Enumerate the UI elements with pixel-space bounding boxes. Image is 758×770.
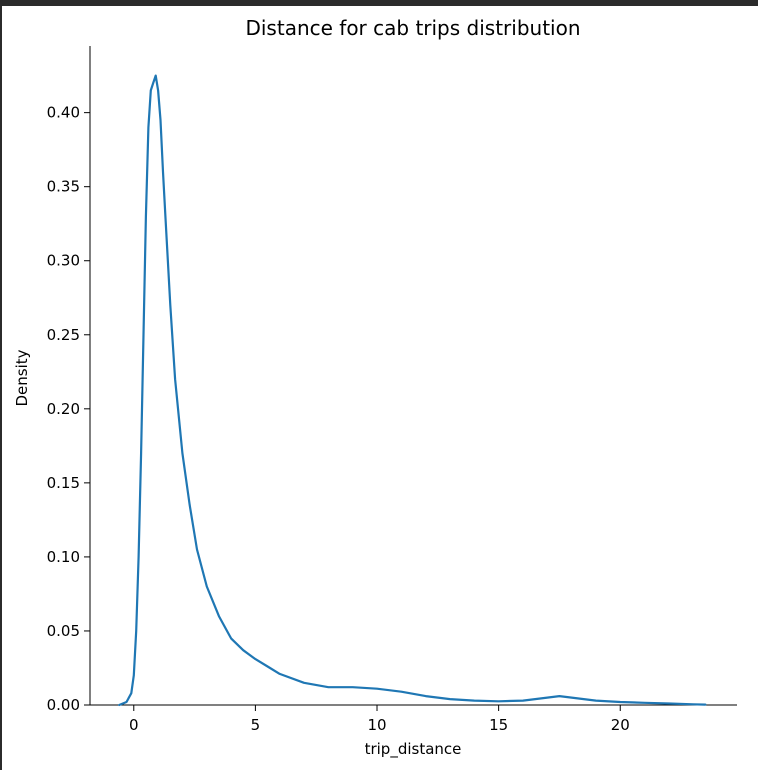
chart-frame: Distance for cab trips distribution 0.00… [2,6,758,770]
y-tick-label: 0.30 [47,252,80,270]
y-axis-label: Density [13,349,31,406]
y-tick-label: 0.00 [47,696,80,714]
x-axis-label: trip_distance [365,740,462,759]
x-tick-label: 10 [367,716,386,734]
y-tick-label: 0.40 [47,104,80,122]
y-tick-label: 0.20 [47,400,80,418]
x-tick-label: 15 [489,716,508,734]
series-layer [118,74,707,707]
x-tick-label: 5 [251,716,261,734]
y-tick-label: 0.15 [47,474,80,492]
x-axis-ticks: 0 5 10 15 20 [129,705,630,734]
x-tick-label: 20 [611,716,630,734]
kde-density-line [118,74,707,707]
x-tick-label: 0 [129,716,139,734]
y-tick-label: 0.05 [47,622,80,640]
y-tick-label: 0.25 [47,326,80,344]
chart-title: Distance for cab trips distribution [245,16,580,40]
y-axis-ticks: 0.00 0.05 0.10 0.15 0.20 0.25 0.30 0.35 0.40 [47,104,90,714]
y-tick-label: 0.10 [47,548,80,566]
density-chart: Distance for cab trips distribution 0.00… [13,16,737,759]
y-tick-label: 0.35 [47,178,80,196]
